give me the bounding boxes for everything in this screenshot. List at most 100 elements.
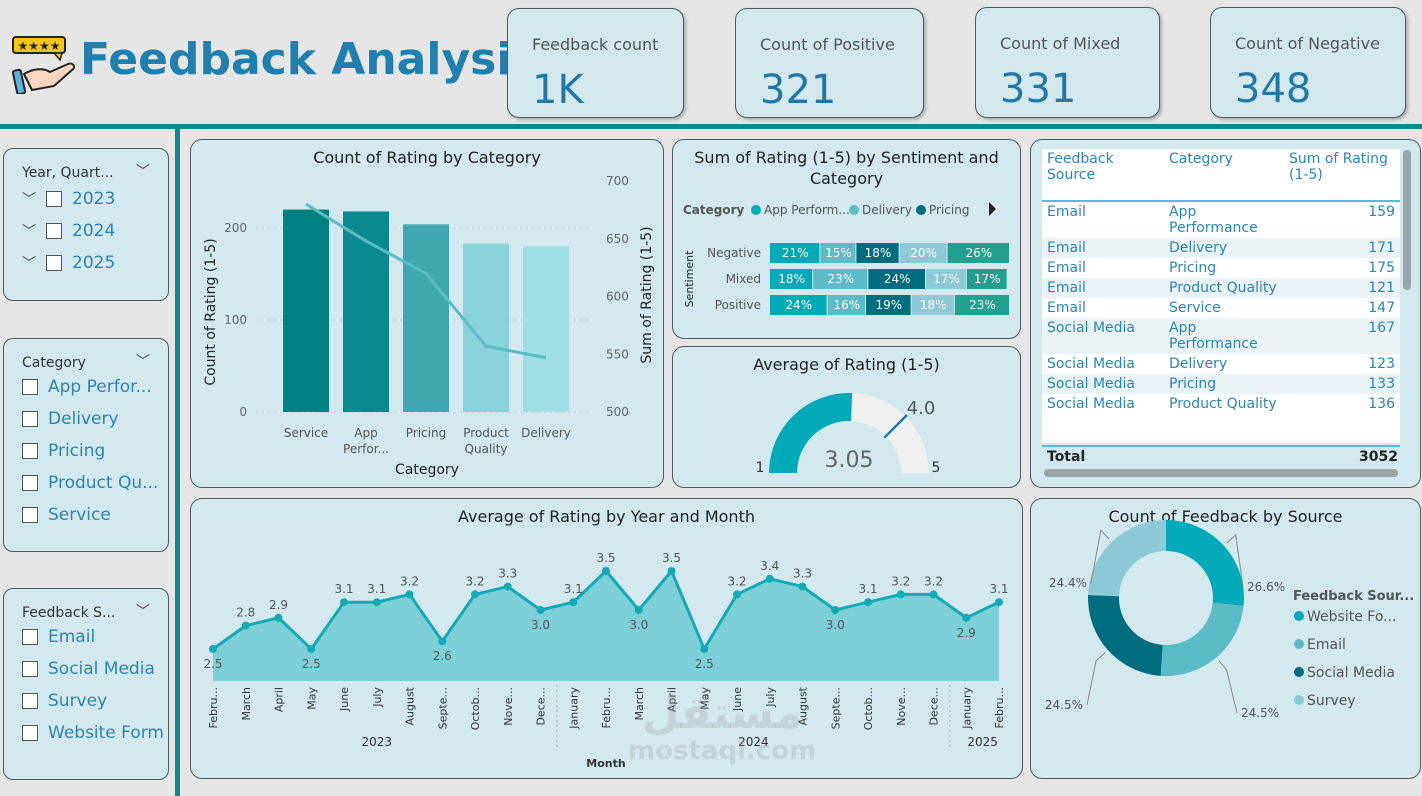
chevron-down-icon[interactable]: ﹀	[136, 354, 150, 370]
slicer-title: Feedback S...	[22, 605, 116, 621]
row-label: Positive	[715, 298, 761, 312]
expand-icon[interactable]: ﹀	[22, 256, 36, 272]
chevron-down-icon[interactable]: ﹀	[136, 604, 150, 620]
average-rating-gauge[interactable]: Average of Rating (1-5) 3.05 1 5 4.0	[672, 346, 1021, 488]
legend-item: Pricing	[929, 203, 969, 217]
column-header[interactable]: Category	[1169, 151, 1233, 167]
kpi-value: 321	[760, 67, 837, 113]
slicer-feedback-source[interactable]: Feedback S... ﹀ Email Social Media Surve…	[3, 588, 169, 780]
x-tick-label: Octob...	[469, 687, 482, 730]
slicer-item[interactable]: Website Form	[22, 723, 164, 743]
table-row[interactable]: Social Media App Performance 167	[1042, 318, 1400, 354]
checkbox[interactable]	[22, 629, 38, 645]
slicer-item[interactable]: Email	[22, 627, 95, 647]
slicer-item[interactable]: Survey	[22, 691, 107, 711]
checkbox[interactable]	[22, 507, 38, 523]
x-tick-label: Dece...	[928, 687, 941, 726]
table-cell: Social Media	[1047, 396, 1136, 412]
table-row[interactable]: Email Product Quality 121	[1042, 278, 1400, 298]
hand-rating-icon: ★★★★	[11, 36, 76, 96]
table-row[interactable]: Email Pricing 175	[1042, 258, 1400, 278]
table-row[interactable]: Email App Performance 159	[1042, 201, 1400, 238]
data-point	[307, 645, 316, 653]
expand-icon[interactable]: ﹀	[22, 224, 36, 240]
data-label: 2.6	[433, 649, 452, 663]
data-label: 24%	[785, 298, 812, 312]
rating-table[interactable]: Feedback Source Category Sum of Rating (…	[1030, 139, 1421, 488]
gauge-max: 5	[932, 460, 941, 476]
horizontal-scrollbar[interactable]	[1044, 469, 1398, 477]
y-axis-title: Sentiment	[683, 250, 696, 308]
checkbox[interactable]	[46, 191, 62, 207]
legend-next-arrow-icon[interactable]	[989, 202, 996, 216]
vertical-scrollbar[interactable]	[1403, 150, 1411, 290]
checkbox[interactable]	[22, 475, 38, 491]
year-label: 2024	[738, 735, 769, 749]
checkbox[interactable]	[22, 661, 38, 677]
x-tick-label: March	[240, 687, 253, 721]
data-label: 2.5	[203, 657, 222, 671]
expand-icon[interactable]: ﹀	[22, 192, 36, 208]
slicer-category[interactable]: Category ﹀ App Perfor... Delivery Pricin…	[3, 338, 169, 552]
checkbox[interactable]	[46, 255, 62, 271]
slicer-title: Category	[22, 355, 86, 371]
slicer-item[interactable]: Delivery	[22, 409, 119, 429]
table-row[interactable]: Social Media Product Quality 136	[1042, 394, 1400, 414]
data-label: 3.2	[891, 574, 910, 588]
data-point	[831, 606, 840, 614]
x-tick-label: Nove...	[895, 687, 908, 726]
column-header[interactable]: Sum of Rating (1-5)	[1289, 151, 1388, 183]
stacked-segment	[954, 295, 1009, 315]
data-label: 3.2	[400, 574, 419, 588]
column-header[interactable]: Feedback Source	[1047, 151, 1114, 183]
avg-rating-by-month-chart[interactable]: Average of Rating by Year and Month 2.5 F…	[190, 498, 1023, 779]
slicer-year[interactable]: Year, Quart... ﹀ ﹀ 2023 ﹀ 2024 ﹀ 2025	[3, 148, 169, 301]
x-tick-label: Septe...	[436, 687, 449, 729]
stacked-segment	[926, 269, 966, 289]
sentiment-category-chart[interactable]: Sum of Rating (1-5) by Sentiment and Cat…	[672, 139, 1021, 339]
feedback-by-source-chart[interactable]: Count of Feedback by Source 26.6% 24.5% 24…	[1030, 498, 1421, 779]
checkbox[interactable]	[22, 725, 38, 741]
data-label: 19%	[875, 298, 902, 312]
sum-line	[305, 202, 547, 360]
chevron-down-icon[interactable]: ﹀	[136, 164, 150, 180]
table-row[interactable]: Social Media Delivery 123	[1042, 354, 1400, 374]
slicer-item-2023[interactable]: ﹀ 2023	[22, 189, 115, 209]
bar	[343, 211, 389, 412]
slicer-item-2025[interactable]: ﹀ 2025	[22, 253, 115, 273]
data-label: 3.2	[924, 574, 943, 588]
stacked-segment	[770, 243, 820, 263]
count-by-category-chart[interactable]: Count of Rating by Category 0 100 200 500 55…	[190, 139, 664, 488]
table-cell: Pricing	[1169, 376, 1217, 392]
data-label: 23%	[969, 298, 996, 312]
slicer-item[interactable]: Pricing	[22, 441, 105, 461]
checkbox[interactable]	[22, 443, 38, 459]
table-row[interactable]: Email Delivery 171	[1042, 238, 1400, 258]
x-tick-label: August	[797, 686, 810, 725]
slicer-item-2024[interactable]: ﹀ 2024	[22, 221, 115, 241]
slicer-item[interactable]: Social Media	[22, 659, 155, 679]
checkbox[interactable]	[22, 379, 38, 395]
gauge-target-label: 4.0	[907, 398, 936, 419]
slicer-item[interactable]: App Perfor...	[22, 377, 152, 397]
total-value: 3052	[1359, 449, 1398, 465]
slicer-item[interactable]: Service	[22, 505, 111, 525]
data-label: 24%	[884, 272, 911, 286]
y2-tick-label: 600	[606, 290, 629, 304]
leader-line	[1226, 533, 1244, 588]
item-label: Delivery	[48, 409, 119, 429]
x-tick-label: Delivery	[521, 426, 571, 440]
checkbox[interactable]	[46, 223, 62, 239]
checkbox[interactable]	[22, 693, 38, 709]
legend-item: Website Fo...	[1307, 609, 1396, 625]
table-row[interactable]: Social Media Pricing 133	[1042, 374, 1400, 394]
data-point	[995, 598, 1003, 607]
data-label: 3.1	[334, 582, 353, 596]
checkbox[interactable]	[22, 411, 38, 427]
slicer-item[interactable]: Product Qu...	[22, 473, 158, 493]
leader-line	[1218, 660, 1238, 714]
table-row[interactable]: Email Service 147	[1042, 298, 1400, 318]
item-label: Email	[48, 627, 96, 647]
stacked-segment	[813, 269, 868, 289]
data-label: 21%	[782, 246, 809, 260]
